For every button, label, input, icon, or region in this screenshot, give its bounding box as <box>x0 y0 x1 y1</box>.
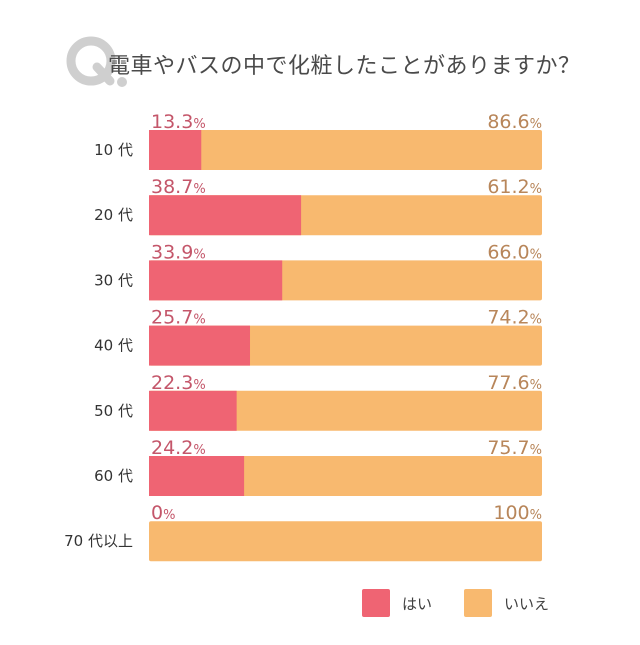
value-label-yes-4: 25.7% <box>151 307 206 329</box>
bar-yes-6 <box>149 456 245 496</box>
legend-label-yes: はい <box>402 594 433 613</box>
category-label-7: 70 代以上 <box>64 532 133 550</box>
bar-yes-3 <box>149 260 283 301</box>
legend: はい いいえ <box>362 589 581 617</box>
category-label-5: 50 代 <box>94 402 133 420</box>
value-label-yes-1: 13.3% <box>151 111 206 133</box>
bar-yes-4 <box>149 325 251 366</box>
page-title: 電車やバスの中で化粧したことがありますか？ <box>108 54 581 79</box>
bar-yes-5 <box>149 390 237 431</box>
value-label-no-7: 100% <box>493 502 542 524</box>
value-label-yes-5: 22.3% <box>151 372 206 394</box>
value-label-yes-2: 38.7% <box>151 176 206 198</box>
legend-label-no: いいえ <box>504 594 550 613</box>
category-label-2: 20 代 <box>94 206 133 224</box>
category-label-3: 30 代 <box>94 271 133 289</box>
bar-no-1 <box>149 130 542 170</box>
legend-swatch-yes <box>362 589 390 617</box>
bar-no-7 <box>149 521 542 562</box>
value-label-no-5: 77.6% <box>487 372 542 394</box>
value-label-no-1: 86.6% <box>487 111 542 133</box>
legend-item-no: いいえ <box>464 589 549 617</box>
value-label-yes-3: 33.9% <box>151 241 206 263</box>
bar-no-6 <box>149 456 542 496</box>
value-label-no-6: 75.7% <box>487 437 542 459</box>
legend-item-yes: はい <box>362 589 432 617</box>
bar-no-5 <box>149 390 542 431</box>
value-label-no-4: 74.2% <box>487 307 542 329</box>
value-label-no-2: 61.2% <box>487 176 542 198</box>
value-label-yes-6: 24.2% <box>151 437 206 459</box>
legend-swatch-no <box>464 589 493 617</box>
q-badge-icon <box>66 36 127 87</box>
value-label-yes-7: 0% <box>151 502 175 524</box>
category-label-6: 60 代 <box>94 467 133 485</box>
category-label-1: 10 代 <box>94 141 133 159</box>
value-label-no-3: 66.0% <box>487 241 542 263</box>
bar-yes-1 <box>149 130 202 170</box>
category-label-4: 40 代 <box>94 337 133 355</box>
bar-yes-2 <box>149 195 302 236</box>
